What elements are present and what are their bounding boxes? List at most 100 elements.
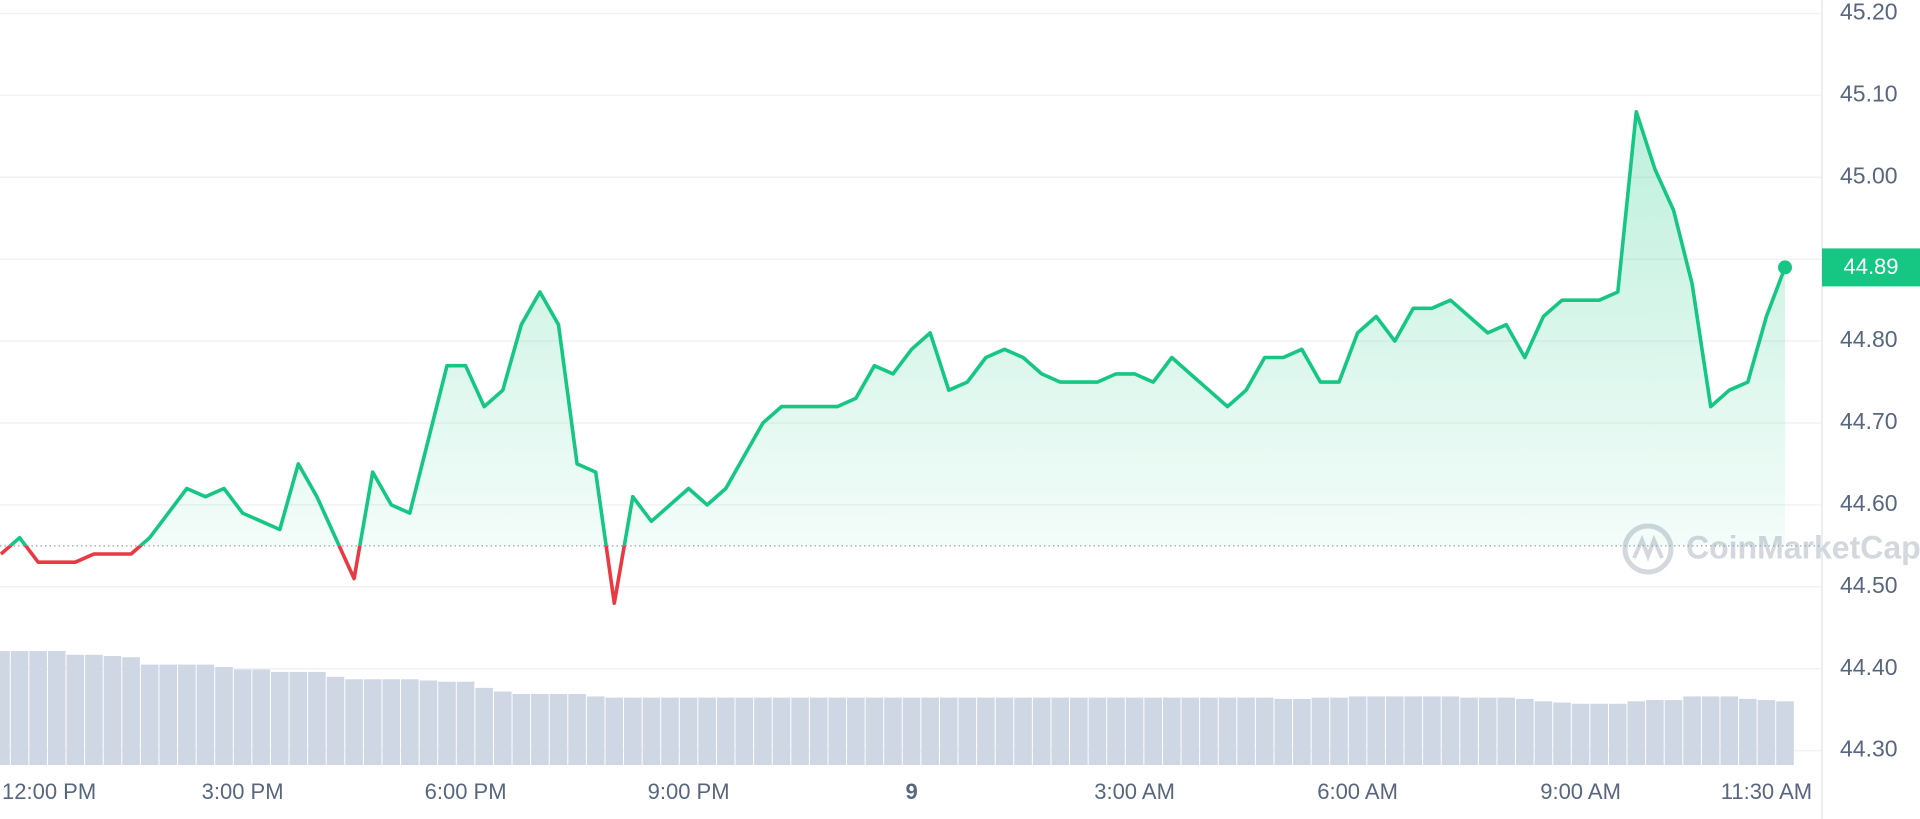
y-tick-label: 45.00 [1840,162,1898,188]
volume-bar [568,693,586,765]
volume-bar [1200,697,1218,765]
volume-bar [289,671,308,765]
volume-bar [326,676,345,765]
volume-bar [29,651,47,765]
volume-bar [847,697,865,765]
volume-bar [772,697,791,765]
volume-bar [1423,696,1441,765]
y-tick-label: 44.40 [1840,654,1898,680]
volume-bar [1571,703,1590,765]
x-tick-label: 3:00 PM [202,779,284,804]
volume-bar [1070,697,1088,765]
volume-bar [66,654,85,765]
price-line [0,110,1787,605]
volume-bar [10,651,29,765]
volume-bar [1088,697,1107,765]
volume-bar [1385,696,1404,765]
volume-bar [1255,697,1274,765]
x-tick-label: 9 [905,779,917,804]
volume-bar [531,693,549,765]
volume-bar [345,679,363,765]
volume-bar [1144,697,1162,765]
volume-bar [1441,696,1460,765]
y-tick-label: 44.50 [1840,572,1898,598]
volume-bar [1460,697,1478,765]
y-tick-label: 44.70 [1840,408,1898,434]
volume-bar [549,693,568,765]
volume-bar [196,664,215,765]
volume-bar [1293,698,1311,765]
volume-bar [1014,697,1032,765]
volume-bar [865,697,884,765]
volume-bar [1478,697,1497,765]
volume-bar [493,691,512,765]
price-badge [1822,248,1920,287]
volume-bar [1683,696,1701,765]
volume-bar [1237,697,1255,765]
volume-bar [1664,700,1683,765]
volume-bar [1608,703,1627,765]
volume-bar [512,693,531,765]
volume-bar [679,697,698,765]
volume-bar [1107,697,1125,765]
price-area [1,111,1785,546]
volume-bar [363,679,382,765]
x-tick-label: 12:00 PM [2,779,96,804]
volume-bar [1720,696,1739,765]
volume-bar [178,664,196,765]
volume-bar [270,671,289,765]
volume-bar [586,696,605,765]
volume-bar [624,697,642,765]
volume-bar [698,697,716,765]
volume-bar [401,679,419,765]
volume-bar [475,687,493,765]
volume-bar [716,697,735,765]
volume-bar [1032,697,1051,765]
volume-bar [902,697,921,765]
x-tick-label: 11:30 AM [1721,779,1812,804]
volume-bar [456,681,475,765]
volume-bar [1051,697,1070,765]
x-tick-label: 9:00 PM [648,779,730,804]
x-tick-label: 6:00 AM [1317,779,1398,804]
volume-bar [605,697,624,765]
volume-bar [1553,702,1571,765]
volume-bar [1218,697,1237,765]
volume-bar [1627,701,1646,765]
volume-bar [1516,698,1534,765]
volume-bar [122,657,140,765]
volume-bar [828,697,847,765]
volume-bar [1646,700,1664,765]
y-tick-label: 45.10 [1840,80,1898,106]
volume-bar [1776,701,1794,765]
volume-bar [791,697,809,765]
volume-bar [419,680,438,765]
volume-bar [159,664,178,765]
volume-bar [958,697,977,765]
volume-bar [1348,696,1367,765]
volume-bar [1590,703,1608,765]
x-tick-label: 6:00 PM [425,779,507,804]
volume-bar [661,697,679,765]
volume-bar [0,651,10,765]
volume-bar [1311,697,1330,765]
volume-bar [382,679,401,765]
volume-bar [1404,696,1423,765]
y-tick-label: 44.30 [1840,736,1898,762]
volume-bar [995,697,1014,765]
volume-bar [1739,698,1757,765]
volume-bar [1534,701,1553,765]
volume-bar [85,654,103,765]
volume-bar [1701,696,1720,765]
volume-bar [921,697,939,765]
x-tick-label: 9:00 AM [1540,779,1621,804]
volume-bar [140,664,159,765]
volume-bar [1274,698,1293,765]
last-point [1778,260,1792,275]
volume-bar [103,656,122,765]
volume-bar [252,669,270,765]
volume-bar [215,667,233,765]
volume-bar [977,697,995,765]
volume-bar [735,697,754,765]
